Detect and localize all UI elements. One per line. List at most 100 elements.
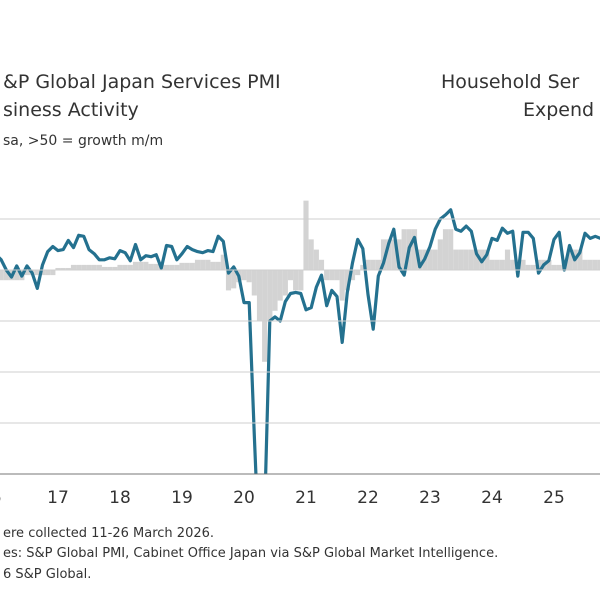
bar <box>153 263 159 270</box>
bar <box>127 264 133 270</box>
bar <box>577 249 583 270</box>
pmi-line <box>0 208 600 474</box>
bar <box>210 261 216 270</box>
bar <box>70 264 77 270</box>
bar <box>184 262 190 270</box>
bar <box>396 239 402 270</box>
bar <box>339 270 345 301</box>
bar <box>81 264 87 270</box>
bar <box>432 249 438 270</box>
bar <box>349 270 356 281</box>
bar <box>360 264 366 270</box>
x-tick-label: 25 <box>543 488 565 508</box>
bar <box>556 264 562 270</box>
bar <box>582 259 588 270</box>
bar <box>411 229 418 270</box>
bar <box>24 270 30 276</box>
bar <box>231 270 237 289</box>
bar <box>546 259 552 270</box>
bar <box>355 270 361 276</box>
bar <box>267 270 273 321</box>
bar <box>91 264 97 270</box>
bar <box>148 263 154 270</box>
bar <box>530 264 536 270</box>
bar <box>308 239 314 270</box>
bar <box>189 262 195 270</box>
bar <box>86 264 92 270</box>
bar <box>205 259 211 270</box>
title-left: &P Global Japan Services PMI <box>3 71 281 93</box>
bar <box>303 200 309 270</box>
bar <box>287 270 294 281</box>
bar <box>344 270 350 291</box>
bar <box>179 262 185 270</box>
bar <box>277 270 283 301</box>
bar <box>380 239 387 270</box>
bar <box>551 264 557 270</box>
x-tick-label: 20 <box>233 488 255 508</box>
footnote: es: S&P Global PMI, Cabinet Office Japan… <box>3 546 498 561</box>
bar <box>39 270 46 276</box>
plot-area <box>0 200 600 474</box>
footnote: 6 S&P Global. <box>3 567 91 582</box>
bar <box>200 259 206 270</box>
bar <box>246 270 252 283</box>
bar <box>499 259 505 270</box>
bar <box>34 270 40 276</box>
x-tick-label: 21 <box>295 488 317 508</box>
bar <box>298 270 304 291</box>
bar <box>313 249 319 270</box>
bar <box>143 261 149 270</box>
bar <box>55 267 61 270</box>
bar <box>401 229 407 270</box>
bar <box>138 261 144 270</box>
bar <box>163 264 170 270</box>
bar <box>282 270 288 296</box>
bar <box>194 259 201 270</box>
bar <box>437 239 443 270</box>
bar <box>256 270 263 321</box>
title-right: Household Ser <box>441 71 579 93</box>
subtitle: sa, >50 = growth m/m <box>3 133 163 149</box>
bar <box>566 249 573 270</box>
bar <box>272 270 278 311</box>
bar <box>386 239 392 270</box>
bar <box>473 249 480 270</box>
bar <box>504 249 511 270</box>
title-left: siness Activity <box>3 99 139 121</box>
bar <box>334 270 340 281</box>
bar <box>463 249 469 270</box>
bar <box>525 264 531 270</box>
bar <box>220 254 226 270</box>
x-tick-label: 17 <box>47 488 69 508</box>
bar <box>453 249 459 270</box>
footnote: ere collected 11-26 March 2026. <box>3 526 214 541</box>
bar <box>484 249 490 270</box>
bar <box>427 249 433 270</box>
bar <box>174 264 180 270</box>
bar <box>510 259 516 270</box>
bar <box>587 259 593 270</box>
x-tick-label: 18 <box>109 488 131 508</box>
bar <box>122 264 128 270</box>
x-tick-label: 23 <box>419 488 441 508</box>
bar <box>0 270 4 281</box>
bar <box>14 270 20 281</box>
bar <box>169 264 175 270</box>
bar <box>60 267 66 270</box>
bar <box>365 259 371 270</box>
bar <box>329 270 335 281</box>
bar <box>370 259 376 270</box>
bar <box>101 266 108 270</box>
bar <box>65 267 71 270</box>
bar <box>215 261 221 270</box>
bar <box>592 259 598 270</box>
bar <box>117 264 123 270</box>
bar <box>112 266 118 270</box>
title-right: Expend <box>523 99 594 121</box>
bar <box>3 270 9 281</box>
bar <box>241 270 247 281</box>
bar <box>225 270 232 291</box>
bar <box>293 270 299 291</box>
